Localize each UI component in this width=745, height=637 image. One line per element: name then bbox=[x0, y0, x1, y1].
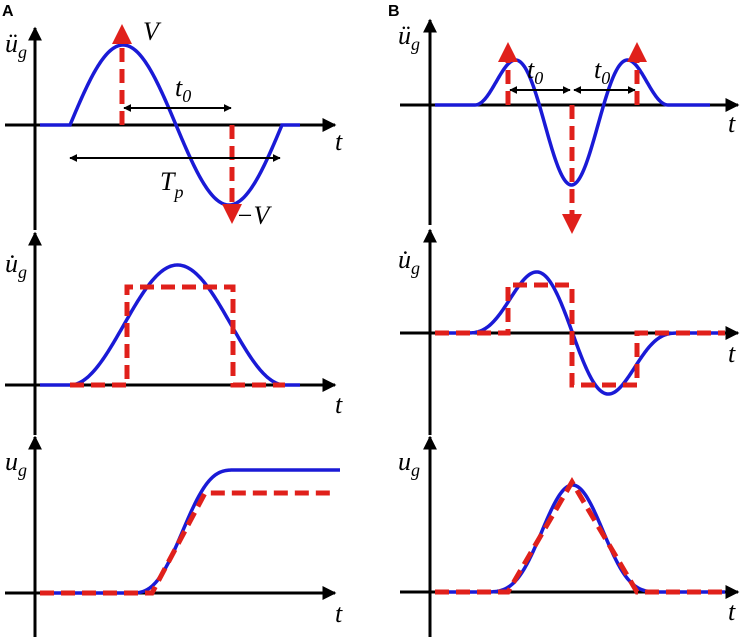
velocity-pulse bbox=[70, 284, 285, 388]
y-label-sub: g bbox=[411, 460, 420, 480]
annotation: t0 bbox=[175, 73, 191, 106]
y-label-sub: g bbox=[18, 460, 27, 480]
annotation-sub: 0 bbox=[534, 68, 543, 88]
y-label: u̇g bbox=[398, 245, 420, 278]
annotation: t0 bbox=[527, 55, 543, 88]
y-label-sub: g bbox=[18, 42, 27, 62]
curve bbox=[40, 263, 300, 387]
curve bbox=[435, 58, 710, 187]
annotation-main: T bbox=[160, 167, 176, 196]
annotation: t0 bbox=[594, 55, 610, 88]
y-label: üg bbox=[398, 21, 420, 54]
annotation-main: t bbox=[175, 73, 183, 102]
y-label-main: u̇ bbox=[398, 245, 411, 274]
annotation: −V bbox=[236, 201, 273, 230]
y-label-sub: g bbox=[411, 258, 420, 278]
x-label: t bbox=[728, 109, 736, 138]
annotation-sub: 0 bbox=[182, 86, 191, 106]
panel-label: A bbox=[2, 3, 14, 20]
curve bbox=[40, 468, 340, 595]
y-label-main: u̇ bbox=[5, 249, 18, 278]
y-label: ug bbox=[5, 447, 27, 480]
x-label: t bbox=[335, 390, 343, 419]
velocity-pulse bbox=[435, 282, 725, 388]
curves bbox=[40, 43, 725, 595]
annotation: Tp bbox=[160, 167, 183, 202]
y-label: ug bbox=[398, 447, 420, 480]
displacement-pulse bbox=[40, 490, 335, 596]
x-label: t bbox=[728, 597, 736, 626]
y-label-sub: g bbox=[411, 34, 420, 54]
y-label-sub: g bbox=[18, 262, 27, 282]
annotation-main: t bbox=[594, 55, 602, 84]
x-label: t bbox=[728, 339, 736, 368]
y-label: u̇g bbox=[5, 249, 27, 282]
x-label: t bbox=[335, 127, 343, 156]
y-label-main: ü bbox=[398, 21, 411, 50]
x-label: t bbox=[335, 599, 343, 628]
y-label: üg bbox=[5, 29, 27, 62]
curve bbox=[435, 483, 725, 594]
annotation-main: t bbox=[527, 55, 535, 84]
y-label-main: ü bbox=[5, 29, 18, 58]
panel-label: B bbox=[388, 3, 400, 20]
annotation: V bbox=[143, 17, 162, 46]
displacement-pulse bbox=[435, 477, 725, 595]
y-label-main: u bbox=[398, 447, 411, 476]
y-label-main: u bbox=[5, 447, 18, 476]
annotation-sub: 0 bbox=[601, 68, 610, 88]
annotation-sub: p bbox=[172, 182, 183, 202]
